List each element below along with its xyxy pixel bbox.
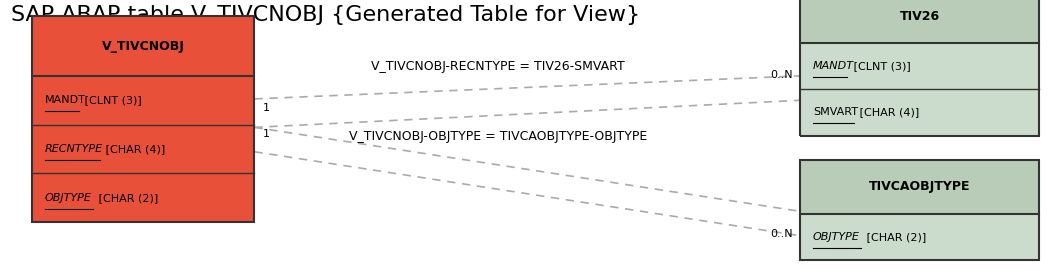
Text: SAP ABAP table V_TIVCNOBJ {Generated Table for View}: SAP ABAP table V_TIVCNOBJ {Generated Tab… <box>11 5 640 26</box>
Text: TIV26: TIV26 <box>900 10 939 23</box>
Text: V_TIVCNOBJ: V_TIVCNOBJ <box>102 40 184 53</box>
Text: 0..N: 0..N <box>771 230 793 239</box>
Text: 0..N: 0..N <box>771 70 793 79</box>
Text: [CHAR (2)]: [CHAR (2)] <box>95 193 158 203</box>
Bar <box>32 16 254 222</box>
Text: 1: 1 <box>263 104 270 113</box>
Bar <box>800 160 1039 214</box>
Text: [CLNT (3)]: [CLNT (3)] <box>850 62 911 71</box>
Text: [CHAR (2)]: [CHAR (2)] <box>863 232 926 242</box>
Text: V_TIVCNOBJ-RECNTYPE = TIV26-SMVART: V_TIVCNOBJ-RECNTYPE = TIV26-SMVART <box>371 60 625 73</box>
Text: [CLNT (3)]: [CLNT (3)] <box>81 95 142 105</box>
Text: V_TIVCNOBJ-OBJTYPE = TIVCAOBJTYPE-OBJTYPE: V_TIVCNOBJ-OBJTYPE = TIVCAOBJTYPE-OBJTYP… <box>349 130 648 143</box>
Bar <box>800 214 1039 260</box>
Text: TIVCAOBJTYPE: TIVCAOBJTYPE <box>869 180 970 193</box>
Text: MANDT: MANDT <box>813 62 854 71</box>
Bar <box>32 125 254 173</box>
Bar <box>800 89 1039 136</box>
Text: MANDT: MANDT <box>45 95 86 105</box>
Text: [CHAR (4)]: [CHAR (4)] <box>856 108 920 117</box>
Bar <box>32 173 254 222</box>
Text: OBJTYPE: OBJTYPE <box>45 193 91 203</box>
Text: OBJTYPE: OBJTYPE <box>813 232 860 242</box>
Bar <box>800 0 1039 136</box>
Bar <box>800 0 1039 43</box>
Text: RECNTYPE: RECNTYPE <box>45 144 103 154</box>
Text: [CHAR (4)]: [CHAR (4)] <box>102 144 165 154</box>
Text: SMVART: SMVART <box>813 108 858 117</box>
Text: 1: 1 <box>263 129 270 139</box>
Bar <box>800 43 1039 89</box>
Bar <box>32 16 254 76</box>
Bar <box>32 76 254 125</box>
Bar <box>800 160 1039 260</box>
